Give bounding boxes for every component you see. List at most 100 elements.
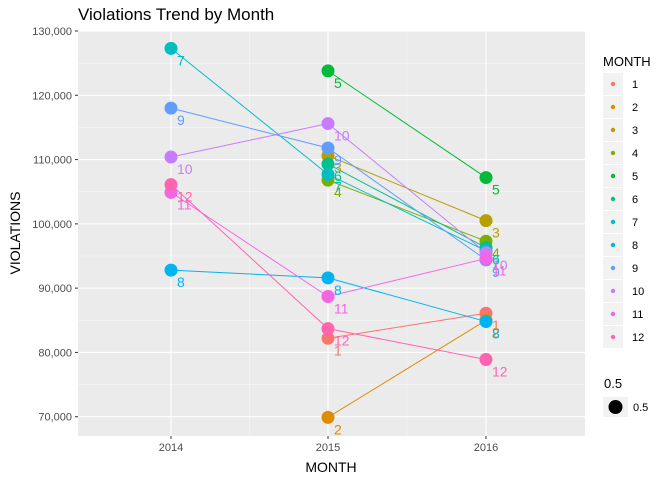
data-point-12 bbox=[321, 322, 335, 336]
data-label-10: 10 bbox=[334, 128, 350, 144]
data-label-9: 9 bbox=[334, 152, 342, 168]
data-label-11: 11 bbox=[177, 196, 192, 212]
x-tick-label: 2016 bbox=[474, 442, 498, 454]
data-point-2 bbox=[321, 410, 335, 424]
legend-label-9: 9 bbox=[632, 263, 638, 275]
legend-swatch-3 bbox=[610, 127, 616, 133]
data-point-8 bbox=[479, 315, 493, 329]
data-label-1: 1 bbox=[334, 342, 342, 358]
y-axis-title: VIOLATIONS bbox=[7, 192, 23, 275]
data-label-10: 10 bbox=[492, 257, 508, 273]
legend-title: MONTH bbox=[603, 54, 651, 69]
plot-panel bbox=[78, 31, 585, 436]
legend-swatch-12 bbox=[610, 334, 616, 340]
size-legend-label: 0.5 bbox=[633, 402, 648, 414]
data-label-9: 9 bbox=[177, 112, 185, 128]
data-label-5: 5 bbox=[334, 75, 342, 91]
series-line-2 bbox=[327, 319, 487, 418]
data-point-7 bbox=[321, 167, 335, 181]
data-label-4: 4 bbox=[492, 245, 500, 261]
legend-label-1: 1 bbox=[632, 79, 638, 91]
y-tick-label: 110,000 bbox=[33, 155, 72, 167]
data-point-9 bbox=[164, 101, 178, 115]
legend-swatch-4 bbox=[610, 150, 616, 156]
data-label-11: 11 bbox=[334, 301, 349, 317]
legend-swatch-9 bbox=[610, 265, 616, 271]
y-tick-label: 80,000 bbox=[38, 347, 72, 359]
data-label-6: 6 bbox=[492, 252, 500, 268]
chart-title: Violations Trend by Month bbox=[78, 5, 275, 24]
size-legend-title: 0.5 bbox=[604, 376, 622, 391]
legend-swatch-11 bbox=[610, 311, 616, 317]
x-tick-label: 2014 bbox=[159, 442, 183, 454]
data-label-3: 3 bbox=[334, 160, 342, 176]
legend-label-7: 7 bbox=[632, 217, 638, 229]
legend-label-3: 3 bbox=[632, 125, 638, 137]
legend-swatch-7 bbox=[610, 219, 616, 225]
data-point-7 bbox=[164, 41, 178, 55]
legend-swatch-1 bbox=[610, 81, 616, 87]
size-legend-point bbox=[608, 400, 623, 414]
legend-label-6: 6 bbox=[632, 194, 638, 206]
data-point-5 bbox=[479, 171, 493, 185]
y-tick-label: 70,000 bbox=[38, 412, 72, 424]
data-label-4: 4 bbox=[334, 184, 342, 200]
data-point-5 bbox=[321, 64, 335, 78]
data-point-6 bbox=[321, 157, 335, 171]
legend-label-11: 11 bbox=[632, 309, 643, 321]
data-label-2: 2 bbox=[334, 421, 342, 437]
data-label-9: 9 bbox=[492, 264, 500, 280]
x-axis-title: MONTH bbox=[305, 459, 356, 475]
data-label-5: 5 bbox=[492, 182, 500, 198]
data-label-10: 10 bbox=[177, 161, 193, 177]
data-label-12: 12 bbox=[177, 189, 193, 205]
data-label-7: 7 bbox=[334, 178, 342, 194]
data-label-12: 12 bbox=[492, 364, 508, 380]
data-point-1 bbox=[321, 331, 335, 345]
series-line-5 bbox=[327, 70, 487, 178]
data-point-12 bbox=[479, 353, 493, 366]
data-label-1: 1 bbox=[492, 317, 500, 333]
data-label-2: 2 bbox=[492, 324, 500, 340]
legend-label-8: 8 bbox=[632, 240, 638, 252]
data-label-7: 7 bbox=[177, 52, 185, 68]
data-point-10 bbox=[164, 150, 178, 164]
legend-label-5: 5 bbox=[632, 171, 638, 183]
data-label-8: 8 bbox=[334, 282, 342, 298]
data-label-6: 6 bbox=[334, 168, 342, 184]
legend-swatch-8 bbox=[610, 242, 616, 248]
data-label-7: 7 bbox=[492, 255, 500, 271]
y-tick-label: 90,000 bbox=[38, 283, 72, 295]
x-axis: 2014 2015 2016 bbox=[159, 436, 498, 454]
y-tick-label: 120,000 bbox=[32, 90, 72, 102]
series-points bbox=[164, 41, 493, 424]
x-tick-label: 2015 bbox=[316, 442, 340, 454]
data-point-11 bbox=[321, 290, 335, 303]
data-point-11 bbox=[479, 252, 493, 266]
data-point-10 bbox=[321, 117, 335, 131]
legend-label-10: 10 bbox=[632, 286, 644, 298]
legend-swatch-10 bbox=[610, 288, 616, 294]
legend-swatch-6 bbox=[610, 196, 616, 202]
data-label-3: 3 bbox=[492, 225, 500, 241]
legend-swatch-2 bbox=[610, 104, 616, 110]
legend-swatch-5 bbox=[610, 173, 616, 179]
data-point-3 bbox=[479, 214, 493, 228]
legend-label-12: 12 bbox=[632, 332, 644, 344]
data-label-8: 8 bbox=[492, 326, 500, 342]
data-label-8: 8 bbox=[177, 274, 185, 290]
data-point-8 bbox=[164, 263, 178, 277]
legend-label-2: 2 bbox=[632, 102, 638, 114]
legend-label-4: 4 bbox=[632, 148, 638, 160]
data-label-12: 12 bbox=[334, 333, 350, 349]
data-point-12 bbox=[164, 178, 178, 192]
data-point-9 bbox=[321, 141, 335, 155]
y-tick-label: 100,000 bbox=[32, 219, 72, 231]
y-tick-label: 130,000 bbox=[32, 26, 72, 38]
data-label-11: 11 bbox=[492, 263, 507, 279]
y-axis: 70,000 80,000 90,000 100,000 110,000 120,000 1… bbox=[32, 26, 78, 424]
series-line-6 bbox=[327, 163, 487, 249]
